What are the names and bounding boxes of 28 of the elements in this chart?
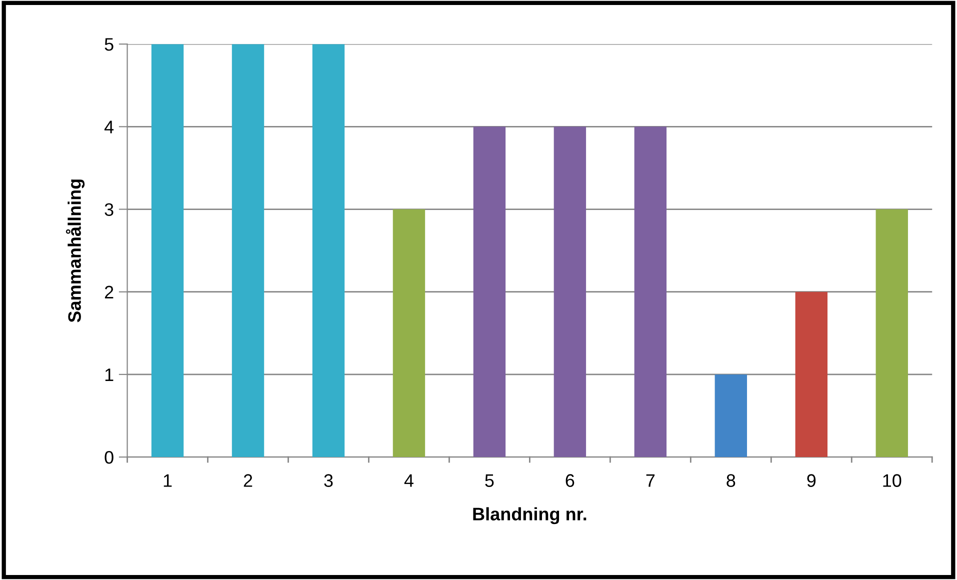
x-axis-title: Blandning nr.	[473, 507, 586, 524]
bar	[232, 44, 264, 458]
x-tick-label: 8	[726, 474, 736, 487]
x-tick-label: 9	[807, 474, 816, 487]
bar	[554, 126, 586, 458]
bar	[312, 44, 345, 458]
bar	[634, 126, 667, 458]
y-tick-label: 0	[104, 450, 114, 464]
bar	[795, 292, 828, 458]
y-tick-label: 1	[105, 368, 114, 381]
x-tick-label: 6	[566, 474, 574, 487]
bar	[151, 44, 184, 458]
x-tick-label: 3	[324, 474, 333, 487]
bar	[392, 209, 426, 458]
x-tick-label: 1	[164, 474, 172, 487]
y-tick-label: 3	[104, 203, 114, 216]
x-tick-label: 10	[883, 474, 902, 487]
y-tick-label: 4	[104, 120, 114, 134]
x-tick-label: 5	[485, 474, 494, 487]
x-tick-label: 4	[404, 474, 414, 487]
x-tick-label: 2	[244, 474, 252, 487]
y-axis-title: Sammanhållning	[66, 180, 85, 322]
bar	[473, 126, 506, 458]
y-tick-label: 5	[104, 38, 114, 51]
x-tick-label: 7	[646, 474, 655, 487]
y-tick-label: 2	[104, 286, 114, 298]
bar	[876, 209, 908, 458]
bar	[714, 374, 748, 458]
